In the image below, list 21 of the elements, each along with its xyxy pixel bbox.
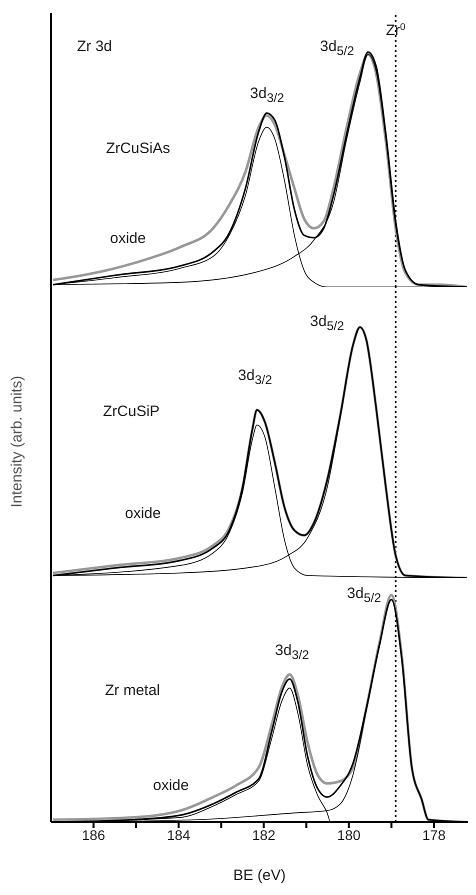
annotation: 3d$_{5/2}$ [310, 313, 344, 333]
x-tick-label: 182 [252, 826, 276, 843]
annotation: ZrCuSiP [103, 403, 160, 420]
annotation: 3d$_{3/2}$ [275, 642, 310, 662]
annotation: oxide [110, 230, 146, 247]
annotation: oxide [125, 505, 161, 522]
annotation: 3d$_{5/2}$ [347, 585, 382, 605]
ref-line-label: Zr$^{0}$ [386, 22, 406, 39]
annotation: ZrCuSiAs [106, 140, 170, 157]
annotation: Zr metal [105, 682, 160, 699]
annotation: Zr 3d [77, 38, 112, 55]
x-axis-title: BE (eV) [233, 867, 286, 884]
annotation: oxide [153, 777, 189, 794]
annotation: 3d$_{5/2}$ [320, 38, 354, 58]
x-tick-label: 186 [82, 826, 106, 843]
y-axis-title: Intensity (arb. units) [8, 376, 26, 508]
x-tick-label: 184 [166, 826, 191, 843]
annotation: 3d$_{3/2}$ [250, 85, 284, 105]
annotation: 3d$_{3/2}$ [238, 367, 272, 387]
x-tick-label: 180 [337, 826, 361, 843]
x-tick-label: 178 [422, 826, 446, 843]
